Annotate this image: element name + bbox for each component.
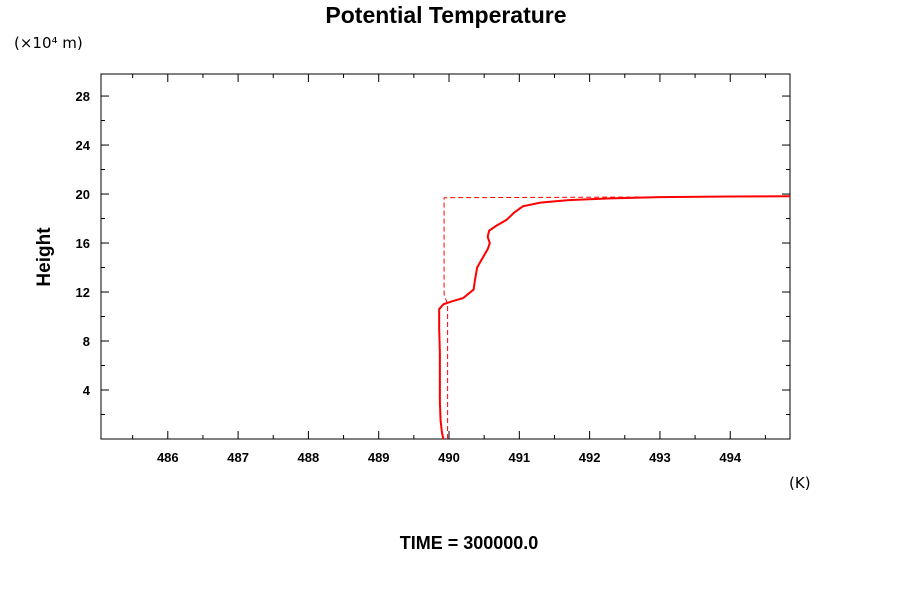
y-tick-label: 4: [83, 383, 91, 398]
x-tick-label: 493: [649, 450, 671, 465]
y-tick-label: 24: [76, 138, 91, 153]
plot-frame: [100, 73, 791, 440]
x-tick-label: 487: [227, 450, 249, 465]
x-tick-label: 486: [157, 450, 179, 465]
series-line-solid: [438, 195, 791, 440]
y-axis-units: (×10⁴ m): [14, 34, 83, 52]
x-axis-units: (K): [789, 474, 811, 492]
x-tick-label: 490: [438, 450, 460, 465]
x-tick-label: 489: [368, 450, 390, 465]
time-label: TIME = 300000.0: [400, 533, 539, 553]
x-tick-label: 492: [579, 450, 601, 465]
y-axis-label: Height: [34, 227, 55, 287]
y-tick-label: 20: [76, 187, 90, 202]
series-line-dashed: [443, 195, 791, 439]
y-tick-label: 8: [83, 334, 90, 349]
y-tick-label: 12: [76, 285, 90, 300]
x-tick-label: 494: [719, 450, 741, 465]
axis-ticks: 486 487 488 489 490 491 492 493 494 4 8 12 16 20 24 28: [76, 74, 790, 465]
x-tick-label: 491: [508, 450, 530, 465]
series-layer: [438, 195, 791, 440]
y-tick-label: 28: [76, 89, 90, 104]
y-tick-label: 16: [76, 236, 90, 251]
chart-title: Potential Temperature: [325, 2, 566, 28]
x-tick-label: 488: [298, 450, 320, 465]
